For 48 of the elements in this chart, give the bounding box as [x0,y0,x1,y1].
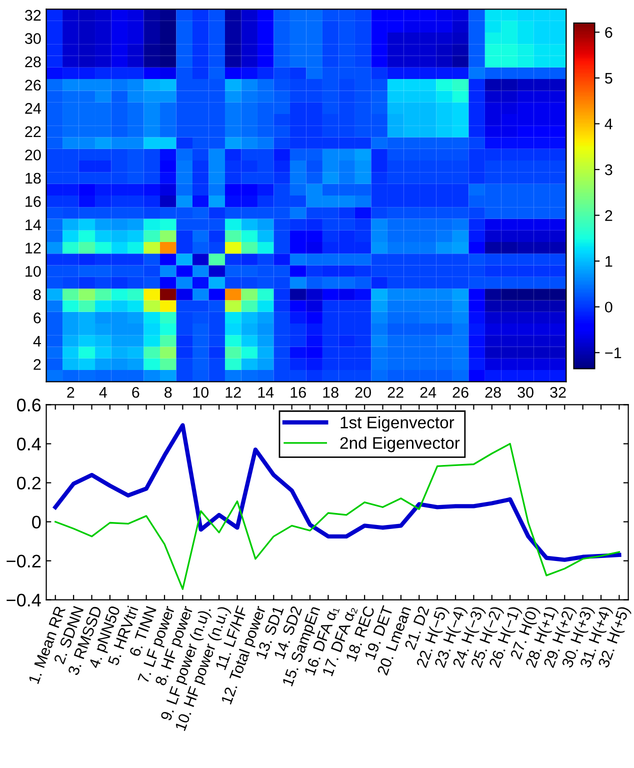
x-tick-label: 22 [388,386,404,398]
y-tick-label: 6 [34,312,41,324]
x-tick-label: 30 [518,386,534,398]
y-tick-label: 18 [26,172,41,184]
x-tick-label: 8 [164,386,172,398]
legend-label: 1st Eigenvector [340,416,454,432]
x-tick-label: 2 [67,386,74,398]
y-tick-label: 14 [26,220,41,230]
x-tick-label: 26 [452,386,468,398]
x-tick-label: 12 [226,386,241,398]
x-tick-label: 6 [132,386,140,398]
y-tick-label: 24 [25,103,41,114]
x-tick-label: 20 [355,386,371,398]
color-bar-label: −1 [605,348,622,358]
color-bar-label: 4 [604,118,612,130]
x-tick-label: 14 [258,387,274,398]
color-bar-label: 0 [605,302,612,313]
color-bar-label: 2 [605,210,612,221]
y-tick-label: 0.2 [17,476,41,490]
y-tick-label: 22 [25,126,41,137]
x-tick-label: 16 [290,386,306,398]
x-tick-label: 32 [550,386,566,398]
y-tick-label: −0.2 [6,554,41,568]
x-tick-label: 18 [323,386,338,398]
color-bar-label: 6 [605,27,612,38]
y-tick-label: 8 [34,289,41,300]
y-tick-label: 0 [32,516,41,528]
x-tick-label: 10 [193,386,209,398]
y-tick-label: 30 [25,33,41,44]
y-tick-label: 0.6 [17,398,41,412]
x-tick-label: 24 [420,386,436,398]
y-tick-label: −0.4 [6,594,41,607]
x-tick-label: 4 [99,387,107,398]
color-bar-label: 3 [604,164,612,176]
color-bar-label: 5 [605,72,612,84]
legend-label: 2nd Eigenvector [340,436,460,452]
y-tick-label: 12 [26,242,41,254]
x-tick-label: 28 [485,386,501,398]
y-tick-label: 4 [33,336,41,346]
y-tick-label: 20 [25,150,41,160]
y-tick-label: 10 [26,266,41,277]
y-tick-label: 0.4 [17,438,41,450]
y-tick-label: 32 [25,10,41,21]
color-bar-label: 1 [606,256,612,267]
y-tick-label: 16 [26,196,41,207]
y-tick-label: 28 [25,56,41,68]
y-tick-label: 2 [34,359,41,370]
y-tick-label: 26 [25,80,41,91]
